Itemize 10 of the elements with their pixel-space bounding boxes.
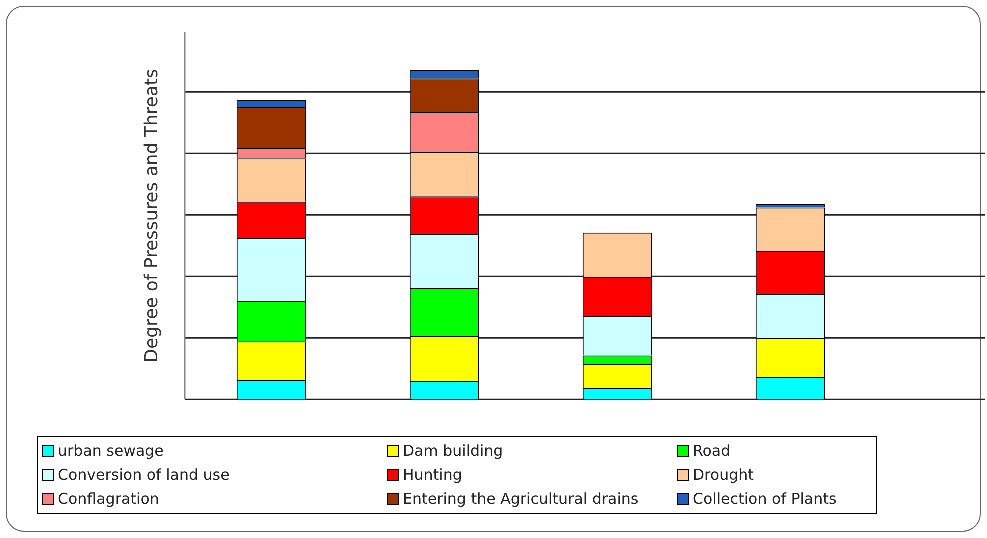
y-axis-title: Degree of Pressures and Threats: [142, 69, 162, 363]
legend-label: Entering the Agricultural drains: [403, 490, 639, 508]
legend-label: Drought: [693, 466, 754, 484]
legend-label: Hunting: [403, 466, 462, 484]
legend-label: Conflagration: [58, 490, 160, 508]
legend-label: Conversion of land use: [58, 466, 230, 484]
legend-label: urban sewage: [58, 442, 164, 460]
legend-label: Collection of Plants: [693, 490, 837, 508]
legend-label: Road: [693, 442, 731, 460]
legend-label: Dam building: [403, 442, 504, 460]
